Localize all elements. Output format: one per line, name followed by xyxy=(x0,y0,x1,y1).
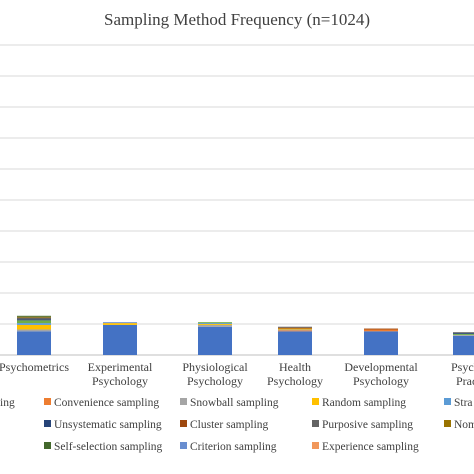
bars xyxy=(17,315,474,355)
legend-label: Nom xyxy=(454,419,474,431)
legend-label: Random sampling xyxy=(322,397,406,409)
bar-segment xyxy=(17,315,51,317)
bar-segment xyxy=(453,334,474,336)
bar-segment xyxy=(17,316,51,318)
x-tick-labels: Psychometrics ExperimentalPsychologyPhysi… xyxy=(0,360,474,388)
legend-swatch xyxy=(312,420,319,427)
legend-swatch xyxy=(444,398,451,405)
x-tick-label: Practi xyxy=(456,374,474,388)
bar-segment xyxy=(17,317,51,320)
bar-segment xyxy=(453,335,474,355)
bar-segment xyxy=(278,331,312,355)
bar-segment xyxy=(453,334,474,335)
legend-label: Convenience sampling xyxy=(54,397,159,409)
legend-label: Cluster sampling xyxy=(190,419,269,431)
legend-label: Purposive sampling xyxy=(322,419,413,431)
x-tick-label: Experimental xyxy=(88,360,153,374)
bar-segment xyxy=(198,324,232,325)
x-tick-label: Psychology xyxy=(92,374,148,388)
bar-segment xyxy=(278,329,312,331)
bar-segment xyxy=(17,323,51,325)
legend-label: Experience sampling xyxy=(322,441,419,453)
legend-label: Unsystematic sampling xyxy=(54,419,162,431)
bar-segment xyxy=(198,323,232,324)
legend-swatch xyxy=(444,420,451,427)
legend-swatch xyxy=(44,398,51,405)
bar-segment xyxy=(278,330,312,332)
x-tick-label: Developmental xyxy=(344,360,418,374)
bar-segment xyxy=(453,332,474,334)
legend-label: Stra xyxy=(454,397,473,409)
bar-segment xyxy=(198,322,232,324)
x-tick-label: Health xyxy=(279,360,311,374)
x-tick-label: Psychology xyxy=(267,374,323,388)
x-tick-label: Physiological xyxy=(182,360,248,374)
legend-swatch xyxy=(180,398,187,405)
legend-swatch xyxy=(180,442,187,449)
bar-segment xyxy=(198,326,232,355)
gridlines xyxy=(0,44,474,356)
legend-swatch xyxy=(44,442,51,449)
bar-segment xyxy=(278,327,312,329)
bar-segment xyxy=(17,329,51,332)
legend-label: Snowball sampling xyxy=(190,397,279,409)
bar-segment xyxy=(453,333,474,335)
bar-segment xyxy=(17,319,51,321)
bar-segment xyxy=(17,331,51,355)
bar-segment xyxy=(103,324,137,355)
x-tick-label: Psychometrics xyxy=(0,360,69,374)
bar-segment xyxy=(364,329,398,332)
legend-swatch xyxy=(44,420,51,427)
x-tick-label: Psychol xyxy=(451,360,474,374)
bar-segment xyxy=(198,324,232,327)
bar-segment xyxy=(17,320,51,324)
legend-swatch xyxy=(312,442,319,449)
chart-title: Sampling Method Frequency (n=1024) xyxy=(104,10,370,29)
bar-segment xyxy=(103,323,137,325)
x-tick-label: Psychology xyxy=(187,374,243,388)
bar-segment xyxy=(103,322,137,324)
legend-swatch xyxy=(180,420,187,427)
x-tick-label: Psychology xyxy=(353,374,409,388)
bar-segment xyxy=(278,328,312,330)
legend: ing Convenience sampling Snowball sampling… xyxy=(0,397,474,453)
bar-segment xyxy=(364,331,398,355)
legend-swatch xyxy=(312,398,319,405)
legend-label: ing xyxy=(0,397,15,409)
bar-segment xyxy=(364,328,398,330)
legend-label: Criterion sampling xyxy=(190,441,277,453)
bar-segment xyxy=(278,326,312,328)
legend-label: Self-selection sampling xyxy=(54,441,163,453)
bar-segment xyxy=(17,324,51,330)
